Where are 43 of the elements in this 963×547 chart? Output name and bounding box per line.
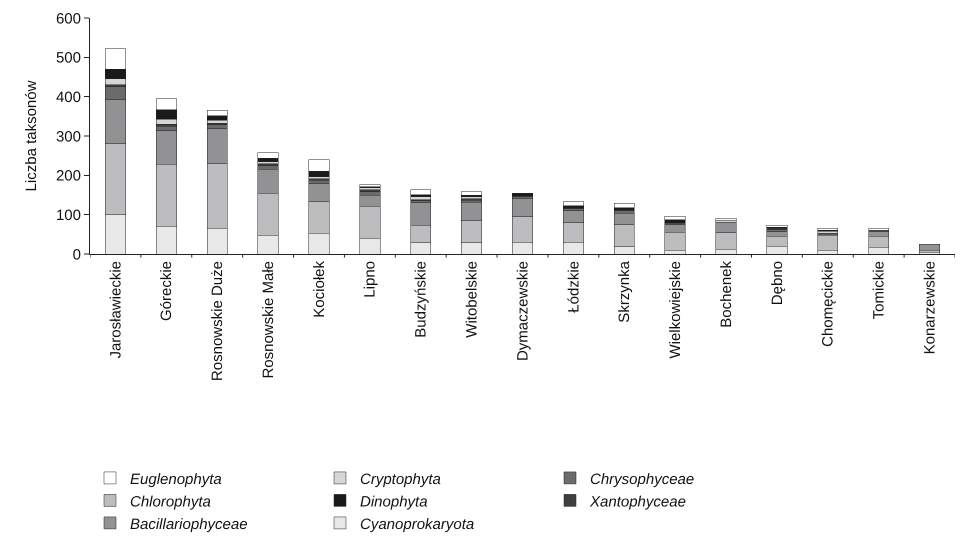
bar — [410, 190, 432, 195]
x-tick-label: Bochenek — [718, 260, 735, 328]
x-tick-label: Rosnowskie Małe — [260, 261, 277, 379]
y-tick-label: 0 — [72, 246, 81, 264]
y-tick-label: 600 — [56, 10, 81, 28]
legend-label: Cryptophyta — [360, 470, 441, 488]
bar — [461, 192, 482, 196]
bar — [614, 203, 635, 208]
x-tick-label: Dymaczewskie — [514, 261, 532, 362]
x-tick-label: Kociołek — [310, 260, 328, 318]
x-tick-label: Wielkowiejskie — [667, 261, 684, 359]
legend-label: Euglenophyta — [130, 470, 222, 488]
x-tick-label: Rosnowskie Duże — [209, 261, 226, 382]
bar — [206, 120, 228, 124]
x-tick-label: Budzyńskie — [412, 261, 430, 338]
legend-label: Chlorophyta — [130, 493, 211, 510]
x-tick-label: Łódzkie — [565, 261, 582, 313]
legend-label: Dinophyta — [360, 493, 428, 510]
bar — [817, 234, 838, 250]
y-tick-label: 300 — [56, 128, 81, 146]
y-tick-label: 400 — [56, 88, 81, 106]
x-tick-label: Witobelskie — [463, 261, 480, 338]
bar — [919, 244, 940, 250]
y-tick-label: 100 — [56, 206, 81, 224]
x-tick-label: Dębno — [768, 261, 786, 306]
x-tick-label: Jarosławieckie — [107, 261, 124, 359]
legend-label: Xantophyceae — [589, 493, 686, 510]
legend-label: Cyanoprokaryota — [360, 516, 474, 533]
y-tick-label: 500 — [56, 50, 81, 67]
x-tick-label: Konarzewskie — [921, 261, 938, 354]
x-tick-label: Lipno — [362, 261, 379, 298]
bar — [664, 220, 686, 223]
bar — [664, 216, 686, 220]
x-tick-label: Chomęcickie — [820, 261, 837, 347]
legend-label: Chrysophyceae — [590, 470, 694, 488]
x-tick-label: Tomickie — [870, 261, 888, 320]
bar — [562, 201, 584, 206]
bar — [258, 152, 279, 159]
legend-label: Bacillariophyceae — [130, 516, 248, 533]
x-tick-label: Skrzynka — [616, 260, 634, 323]
y-tick-label: 200 — [56, 168, 81, 185]
y-axis-title: Liczba taksonów — [23, 80, 40, 192]
x-tick-label: Góreckie — [158, 261, 176, 322]
